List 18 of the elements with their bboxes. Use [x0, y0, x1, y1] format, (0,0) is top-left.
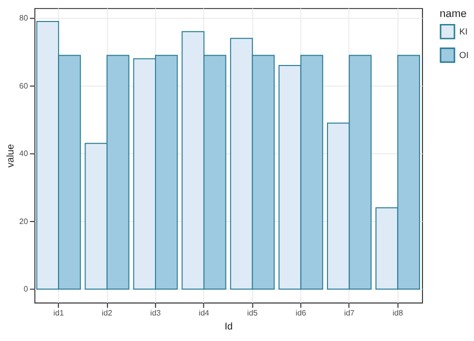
x-tick-label: id4: [198, 308, 210, 318]
legend-label: KI: [459, 26, 468, 37]
y-tick-label: 0: [24, 284, 29, 294]
x-tick-label: id2: [102, 308, 112, 318]
y-tick-label: 20: [19, 216, 29, 226]
legend-label: OI: [459, 50, 469, 60]
x-axis-title: Id: [224, 321, 233, 332]
legend-title: name: [440, 8, 467, 20]
y-tick-label: 40: [19, 149, 29, 158]
x-tick-label: id7: [344, 308, 355, 318]
y-axis-title: value: [5, 144, 16, 168]
x-tick-label: id3: [150, 308, 162, 318]
x-tick-label: id5: [247, 308, 258, 318]
x-tick-label: id1: [53, 308, 64, 318]
y-tick-label: 80: [19, 14, 29, 23]
x-tick-label: id6: [296, 308, 307, 318]
x-tick-label: id8: [392, 308, 404, 318]
y-tick-label: 60: [19, 81, 29, 90]
